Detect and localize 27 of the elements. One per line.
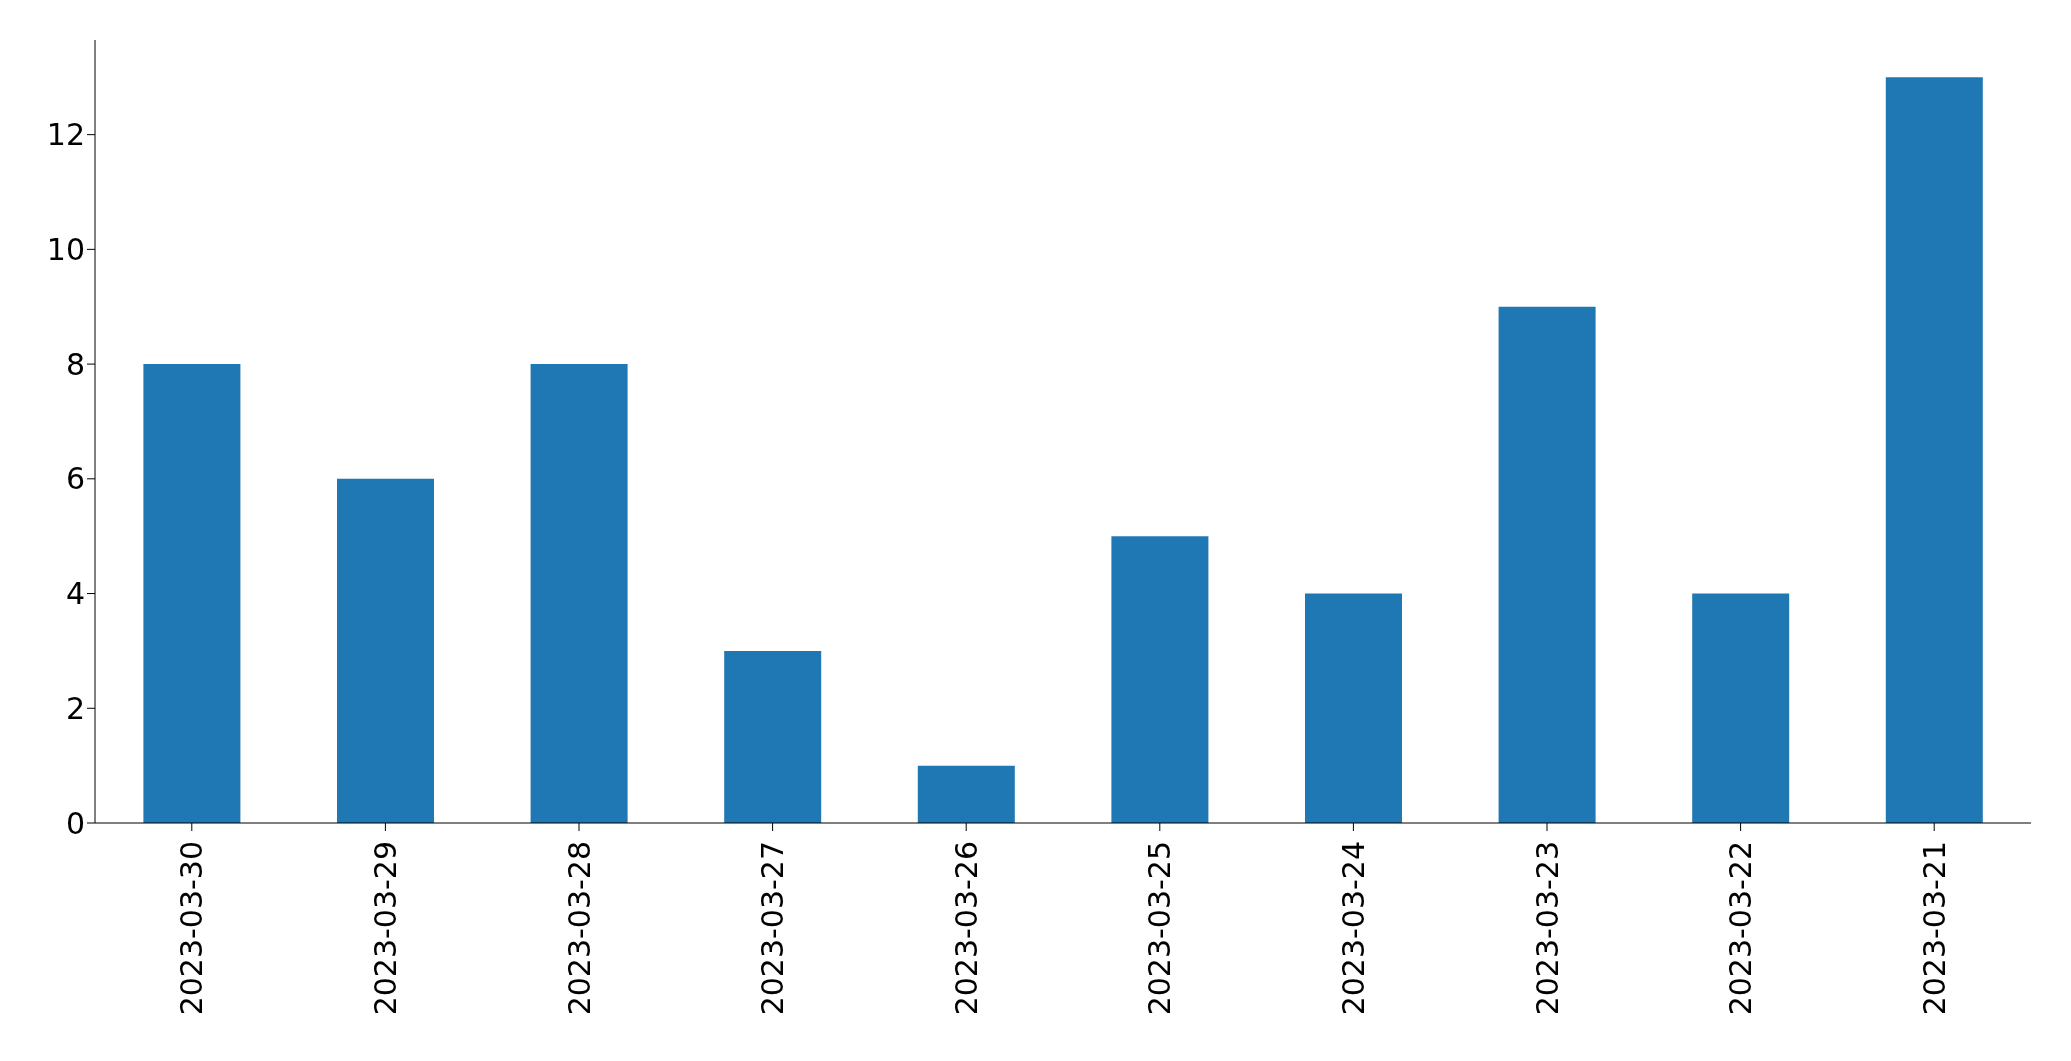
bar [917,765,1015,823]
x-tick-label: 2023-03-29 [367,841,403,1016]
x-tick-label: 2023-03-30 [174,841,210,1016]
x-tick-label: 2023-03-25 [1142,841,1178,1016]
bar [530,364,628,823]
y-tick-label: 8 [65,346,85,382]
y-tick-label: 6 [65,461,85,497]
x-tick-label: 2023-03-21 [1916,841,1952,1016]
x-tick-label: 2023-03-28 [561,841,597,1016]
bar [1885,77,1983,823]
bar [337,478,434,823]
x-tick-label: 2023-03-23 [1529,841,1565,1016]
y-tick-label: 12 [46,117,85,153]
bar [143,364,241,823]
bar [1692,593,1790,823]
bar [1111,536,1209,823]
y-tick-label: 2 [65,690,85,726]
bar [1305,593,1402,823]
y-tick-label: 0 [65,805,85,841]
y-tick-label: 10 [46,232,85,268]
x-tick-label: 2023-03-22 [1723,841,1759,1016]
bar [1498,306,1596,823]
x-tick-label: 2023-03-26 [948,841,984,1016]
x-tick-label: 2023-03-24 [1335,841,1371,1016]
x-tick-label: 2023-03-27 [755,841,791,1016]
y-tick-label: 4 [65,576,85,612]
bar [724,650,822,823]
